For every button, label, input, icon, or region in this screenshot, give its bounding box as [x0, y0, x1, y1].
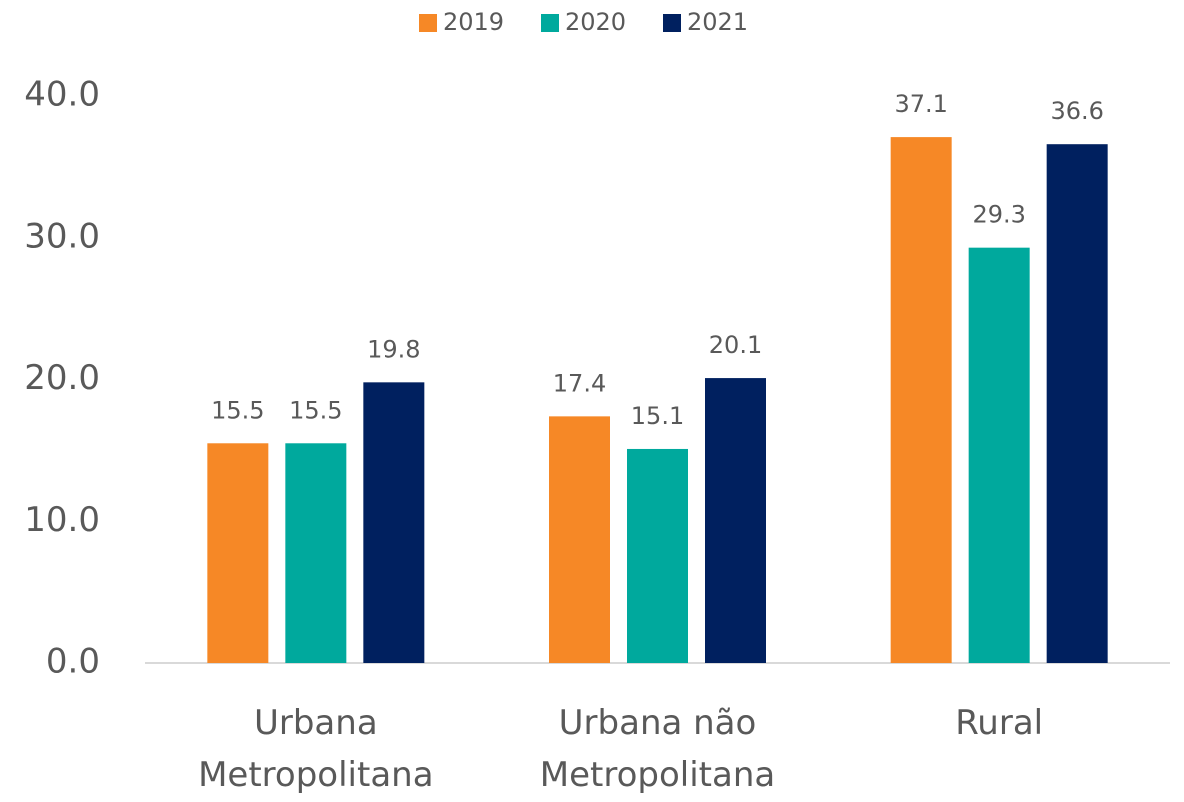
bar [549, 416, 610, 663]
x-tick-label: Urbana não Metropolitana [539, 703, 776, 795]
bar [968, 247, 1030, 664]
legend-label: 2019 [443, 8, 504, 36]
legend-label: 2020 [565, 8, 626, 36]
y-tick-label: 20.0 [24, 358, 100, 398]
legend-swatch [663, 14, 681, 32]
value-label: 15.1 [631, 402, 684, 430]
value-label: 29.3 [972, 201, 1025, 229]
value-label: 15.5 [211, 396, 264, 424]
y-tick-label: 30.0 [24, 216, 100, 256]
value-label: 19.8 [367, 335, 420, 363]
bar [1046, 144, 1108, 663]
legend-swatch [419, 14, 437, 32]
value-label: 17.4 [553, 369, 606, 397]
bar [890, 137, 952, 664]
value-label: 15.5 [289, 396, 342, 424]
y-tick-label: 40.0 [24, 75, 100, 115]
bar [285, 443, 347, 663]
value-label: 36.6 [1050, 97, 1103, 125]
bar [705, 378, 766, 663]
legend-swatch [541, 14, 559, 32]
y-tick-label: 0.0 [46, 642, 100, 682]
legend-label: 2021 [687, 8, 748, 36]
value-label: 37.1 [894, 90, 947, 118]
bar [627, 448, 688, 663]
x-tick-label: Urbana Metropolitana [198, 703, 434, 795]
x-tick-label: Rural [955, 703, 1044, 743]
value-label: 20.1 [709, 331, 762, 359]
y-tick-label: 10.0 [24, 500, 100, 540]
bar [207, 443, 269, 663]
bar [363, 382, 425, 663]
